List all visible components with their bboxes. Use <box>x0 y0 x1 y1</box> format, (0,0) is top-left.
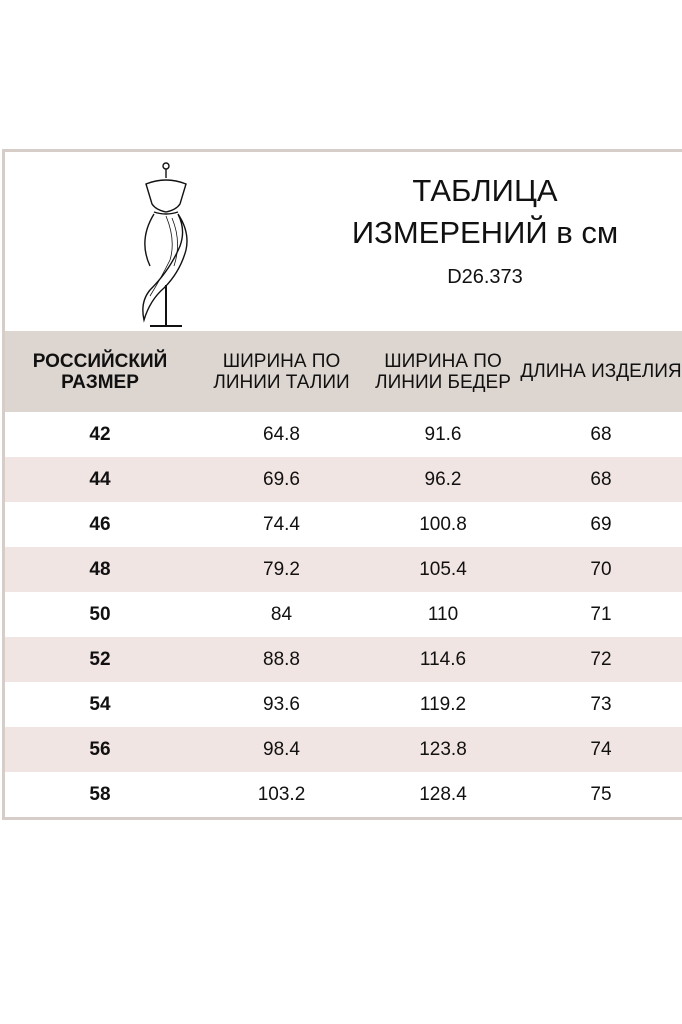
cell-waist: 103.2 <box>257 783 306 805</box>
mannequin-dress-icon <box>142 162 188 327</box>
table-row: 50 84 110 71 <box>5 592 682 637</box>
cell-size: 42 <box>89 423 111 445</box>
cell-waist: 74.4 <box>263 513 300 535</box>
title-line-1: ТАБЛИЦА <box>412 173 558 208</box>
column-header-hips: ШИРИНА ПО ЛИНИИ БЕДЕР <box>368 331 518 412</box>
table-row: 54 93.6 119.2 73 <box>5 682 682 727</box>
cell-hips: 105.4 <box>368 547 518 592</box>
cell-size: 52 <box>5 637 195 682</box>
measurements-table: РОССИЙСКИЙ РАЗМЕР ШИРИНА ПО ЛИНИИ ТАЛИИ … <box>5 331 682 817</box>
cell-hips: 119.2 <box>419 693 467 715</box>
cell-length: 68 <box>518 457 682 502</box>
cell-waist: 79.2 <box>195 547 368 592</box>
table-row: 44 69.6 96.2 68 <box>5 457 682 502</box>
page-title: ТАБЛИЦА ИЗМЕРЕНИЙ в см <box>315 170 655 254</box>
product-code: D26.373 <box>447 266 523 288</box>
cell-hips: 128.4 <box>419 783 467 805</box>
cell-waist: 84 <box>270 603 293 625</box>
cell-size: 48 <box>5 547 195 592</box>
cell-waist: 98.4 <box>195 727 368 772</box>
table-row: 48 79.2 105.4 70 <box>5 547 682 592</box>
cell-size: 50 <box>89 603 111 625</box>
cell-hips: 96.2 <box>368 457 518 502</box>
cell-length: 74 <box>518 727 682 772</box>
cell-size: 58 <box>89 783 111 805</box>
cell-size: 46 <box>89 513 111 535</box>
title-line-2: ИЗМЕРЕНИЙ в см <box>351 215 619 250</box>
table-row: 56 98.4 123.8 74 <box>5 727 682 772</box>
table-row: 42 64.8 91.6 68 <box>5 412 682 457</box>
cell-size: 54 <box>89 693 111 715</box>
column-header-size: РОССИЙСКИЙ РАЗМЕР <box>5 331 195 412</box>
cell-hips: 114.6 <box>368 637 518 682</box>
column-header-length: ДЛИНА ИЗДЕЛИЯ <box>518 331 682 412</box>
cell-length: 69 <box>590 513 612 535</box>
cell-waist: 88.8 <box>195 637 368 682</box>
cell-waist: 69.6 <box>195 457 368 502</box>
cell-hips: 100.8 <box>419 513 467 535</box>
cell-length: 68 <box>590 423 612 445</box>
column-header-waist: ШИРИНА ПО ЛИНИИ ТАЛИИ <box>195 331 368 412</box>
table-row: 58 103.2 128.4 75 <box>5 772 682 817</box>
cell-length: 70 <box>518 547 682 592</box>
cell-hips: 91.6 <box>424 423 462 445</box>
cell-hips: 123.8 <box>368 727 518 772</box>
cell-length: 75 <box>590 783 612 805</box>
cell-length: 73 <box>590 693 612 715</box>
cell-waist: 93.6 <box>263 693 300 715</box>
cell-length: 72 <box>518 637 682 682</box>
cell-size: 56 <box>5 727 195 772</box>
cell-size: 44 <box>5 457 195 502</box>
cell-waist: 64.8 <box>263 423 300 445</box>
cell-length: 71 <box>590 603 612 625</box>
table-row: 52 88.8 114.6 72 <box>5 637 682 682</box>
cell-hips: 110 <box>427 603 459 625</box>
size-chart: ТАБЛИЦА ИЗМЕРЕНИЙ в см D26.373 РОССИЙСКИ… <box>2 149 682 820</box>
table-header-row: РОССИЙСКИЙ РАЗМЕР ШИРИНА ПО ЛИНИИ ТАЛИИ … <box>5 331 682 412</box>
table-row: 46 74.4 100.8 69 <box>5 502 682 547</box>
